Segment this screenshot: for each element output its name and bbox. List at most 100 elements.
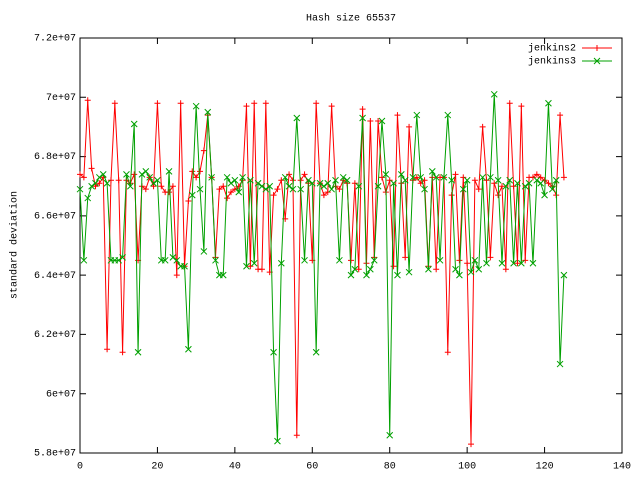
- data-point: [188, 191, 196, 199]
- data-point: [475, 186, 482, 193]
- data-point: [460, 174, 467, 181]
- x-tick-label: 120: [536, 462, 554, 473]
- data-point: [239, 173, 246, 181]
- data-point: [433, 266, 440, 273]
- data-point: [250, 259, 258, 267]
- data-point: [529, 259, 537, 267]
- data-point: [305, 176, 312, 184]
- data-point: [375, 118, 382, 124]
- data-point: [212, 256, 219, 264]
- data-point: [119, 349, 126, 356]
- data-point: [104, 346, 111, 353]
- data-point: [312, 348, 320, 356]
- data-point: [270, 192, 277, 199]
- data-point: [548, 185, 556, 193]
- data-point: [557, 112, 564, 119]
- legend-label: jenkins2: [528, 43, 576, 55]
- data-point: [483, 177, 490, 184]
- data-point: [336, 186, 343, 193]
- data-point: [131, 171, 138, 178]
- data-point: [107, 177, 114, 184]
- data-point: [103, 179, 111, 187]
- data-point: [154, 100, 161, 107]
- chart-title: Hash size 65537: [306, 13, 396, 25]
- data-point: [436, 256, 444, 264]
- data-point: [374, 182, 382, 190]
- x-tick-label: 60: [306, 462, 318, 473]
- data-point: [324, 189, 331, 196]
- data-point: [468, 441, 475, 448]
- data-point: [243, 262, 250, 270]
- data-point: [316, 179, 324, 187]
- y-axis-label: standard deviation: [9, 191, 21, 299]
- data-point: [432, 173, 440, 181]
- data-point: [413, 174, 420, 181]
- data-point: [413, 111, 421, 119]
- data-point: [115, 256, 123, 264]
- x-tick-label: 100: [458, 462, 476, 473]
- data-point: [185, 198, 192, 205]
- data-point: [394, 112, 401, 119]
- data-point: [88, 165, 95, 172]
- data-point: [328, 185, 335, 193]
- data-point: [351, 180, 358, 187]
- data-point: [479, 123, 486, 130]
- y-tick-label: 6.8e+07: [34, 152, 76, 163]
- data-point: [270, 348, 277, 356]
- data-point: [165, 168, 173, 175]
- data-point: [150, 179, 157, 187]
- data-point: [402, 254, 409, 261]
- data-point: [518, 103, 525, 110]
- data-point: [130, 120, 138, 128]
- data-point: [394, 271, 401, 279]
- data-point: [197, 168, 204, 175]
- data-point: [80, 174, 87, 181]
- data-point: [537, 174, 544, 181]
- data-point: [293, 432, 300, 439]
- data-point: [154, 176, 161, 184]
- legend-marker: [593, 57, 601, 65]
- data-point: [99, 171, 107, 178]
- data-point: [552, 176, 560, 184]
- legend-marker: [594, 45, 600, 51]
- data-point: [494, 176, 502, 184]
- data-point: [293, 114, 301, 122]
- y-tick-label: 6.6e+07: [34, 211, 76, 222]
- data-point: [281, 173, 289, 181]
- y-tick-label: 6e+07: [46, 389, 76, 400]
- data-point: [491, 180, 498, 187]
- data-point: [347, 271, 355, 279]
- data-point: [440, 173, 448, 181]
- data-point: [185, 345, 192, 353]
- data-point: [521, 182, 529, 190]
- data-point: [328, 103, 335, 110]
- data-point: [200, 248, 208, 255]
- data-point: [224, 195, 231, 202]
- data-point: [560, 271, 568, 279]
- y-tick-label: 5.8e+07: [34, 449, 76, 460]
- data-point: [96, 173, 103, 181]
- data-point: [208, 173, 215, 181]
- data-point: [192, 102, 200, 110]
- data-point: [262, 100, 269, 107]
- data-point: [169, 254, 177, 261]
- data-point: [514, 260, 521, 267]
- data-point: [161, 256, 169, 264]
- data-point: [297, 185, 305, 193]
- data-point: [126, 182, 134, 190]
- data-point: [254, 179, 262, 187]
- data-point: [320, 192, 327, 199]
- data-point: [475, 265, 483, 273]
- data-point: [425, 265, 432, 273]
- legend-label: jenkins3: [528, 56, 576, 68]
- data-point: [277, 259, 285, 267]
- data-point: [506, 176, 514, 184]
- y-tick-label: 6.4e+07: [34, 271, 76, 282]
- data-point: [177, 100, 184, 107]
- data-point: [247, 263, 254, 270]
- data-point: [417, 173, 425, 181]
- data-point: [386, 431, 394, 439]
- data-point: [258, 266, 265, 273]
- data-point: [123, 171, 130, 178]
- data-point: [246, 176, 254, 184]
